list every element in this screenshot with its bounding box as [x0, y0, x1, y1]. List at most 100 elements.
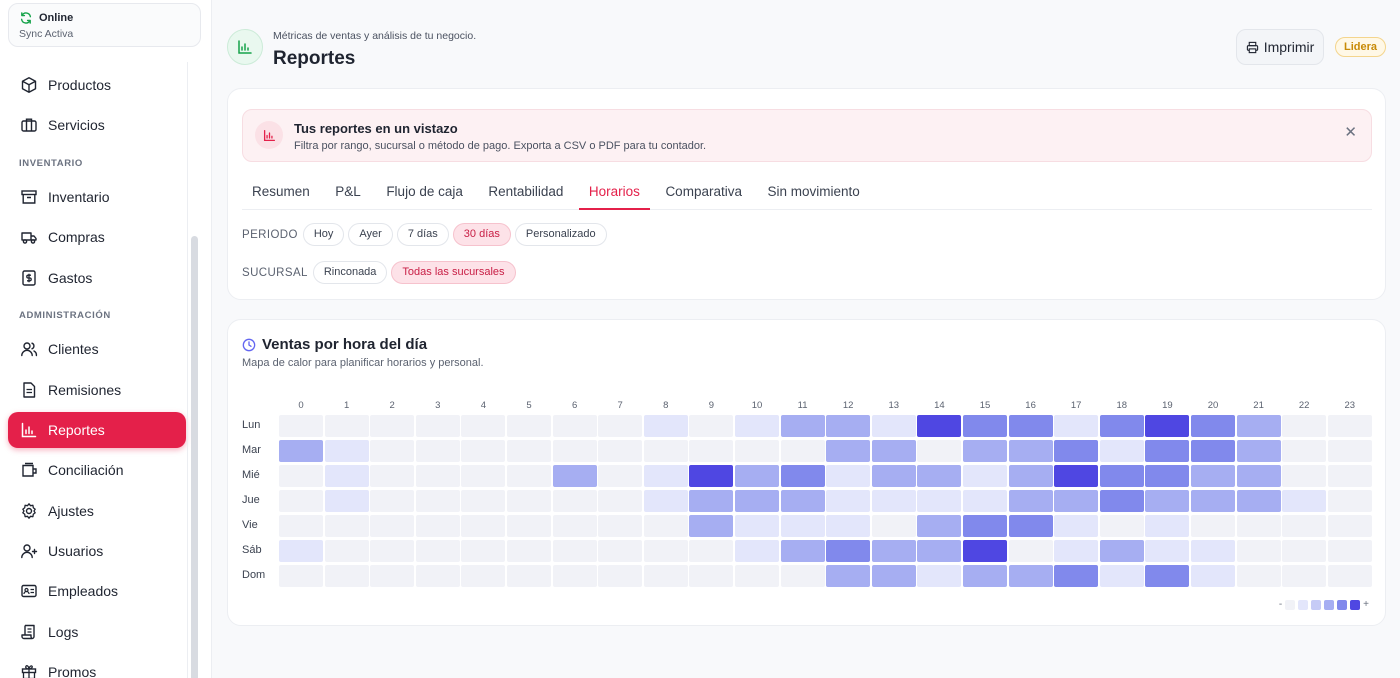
heatmap-cell[interactable]	[324, 415, 369, 437]
period-chip[interactable]: 7 días	[396, 223, 449, 246]
heatmap-cell[interactable]	[1327, 540, 1372, 562]
sidebar-item-logs[interactable]: Logs	[8, 614, 186, 650]
heatmap-cell[interactable]	[598, 465, 643, 487]
heatmap-cell[interactable]	[1282, 490, 1327, 512]
heatmap-cell[interactable]	[917, 490, 962, 512]
heatmap-cell[interactable]	[324, 540, 369, 562]
heatmap-cell[interactable]	[1327, 565, 1372, 587]
heatmap-cell[interactable]	[1191, 540, 1235, 562]
heatmap-cell[interactable]	[1236, 565, 1281, 587]
heatmap-cell[interactable]	[370, 565, 415, 587]
heatmap-cell[interactable]	[780, 465, 825, 487]
heatmap-cell[interactable]	[507, 540, 551, 562]
heatmap-cell[interactable]	[415, 440, 460, 462]
heatmap-cell[interactable]	[826, 565, 871, 587]
heatmap-cell[interactable]	[963, 440, 1007, 462]
heatmap-cell[interactable]	[1282, 565, 1327, 587]
heatmap-cell[interactable]	[735, 565, 779, 587]
sidebar-item-promos[interactable]: Promos	[8, 654, 186, 678]
heatmap-cell[interactable]	[324, 440, 369, 462]
heatmap-cell[interactable]	[1327, 465, 1372, 487]
heatmap-cell[interactable]	[507, 565, 551, 587]
sidebar-item-remisiones[interactable]: Remisiones	[8, 372, 186, 408]
heatmap-cell[interactable]	[1099, 415, 1144, 437]
tab-p-l[interactable]: P&L	[335, 184, 361, 199]
heatmap-cell[interactable]	[689, 490, 734, 512]
tab-comparativa[interactable]: Comparativa	[665, 184, 742, 199]
heatmap-cell[interactable]	[279, 515, 323, 537]
heatmap-cell[interactable]	[689, 565, 734, 587]
heatmap-cell[interactable]	[826, 490, 871, 512]
heatmap-cell[interactable]	[1191, 490, 1235, 512]
tab-rentabilidad[interactable]: Rentabilidad	[488, 184, 564, 199]
heatmap-cell[interactable]	[871, 565, 916, 587]
heatmap-cell[interactable]	[461, 540, 506, 562]
heatmap-cell[interactable]	[1327, 440, 1372, 462]
sync-status-card[interactable]: Online Sync Activa	[8, 3, 201, 47]
heatmap-cell[interactable]	[1099, 515, 1144, 537]
heatmap-cell[interactable]	[461, 490, 506, 512]
heatmap-cell[interactable]	[279, 540, 323, 562]
heatmap-cell[interactable]	[1145, 515, 1190, 537]
sidebar-item-productos[interactable]: Productos	[8, 67, 186, 103]
heatmap-cell[interactable]	[1145, 565, 1190, 587]
heatmap-cell[interactable]	[780, 440, 825, 462]
heatmap-cell[interactable]	[871, 415, 916, 437]
heatmap-cell[interactable]	[1099, 490, 1144, 512]
heatmap-cell[interactable]	[826, 515, 871, 537]
sidebar-item-clientes[interactable]: Clientes	[8, 331, 186, 367]
period-chip[interactable]: Ayer	[348, 223, 393, 246]
branch-chip[interactable]: Rinconada	[312, 261, 388, 284]
tab-flujo-de-caja[interactable]: Flujo de caja	[386, 184, 463, 199]
heatmap-cell[interactable]	[415, 540, 460, 562]
heatmap-cell[interactable]	[917, 515, 962, 537]
sidebar-item-conciliacion[interactable]: Conciliación	[8, 452, 186, 488]
heatmap-cell[interactable]	[415, 565, 460, 587]
sidebar-item-empleados[interactable]: Empleados	[8, 573, 186, 609]
heatmap-cell[interactable]	[780, 515, 825, 537]
heatmap-cell[interactable]	[1191, 465, 1235, 487]
heatmap-cell[interactable]	[871, 465, 916, 487]
heatmap-cell[interactable]	[415, 490, 460, 512]
heatmap-cell[interactable]	[780, 540, 825, 562]
close-icon[interactable]: ✕	[1344, 124, 1357, 141]
sidebar-item-compras[interactable]: Compras	[8, 219, 186, 255]
heatmap-cell[interactable]	[643, 515, 688, 537]
heatmap-cell[interactable]	[917, 540, 962, 562]
heatmap-cell[interactable]	[552, 440, 597, 462]
sidebar-item-reportes[interactable]: Reportes	[8, 412, 186, 449]
heatmap-cell[interactable]	[643, 465, 688, 487]
heatmap-cell[interactable]	[279, 415, 323, 437]
heatmap-cell[interactable]	[1191, 415, 1235, 437]
heatmap-cell[interactable]	[1008, 515, 1053, 537]
heatmap-cell[interactable]	[780, 415, 825, 437]
heatmap-cell[interactable]	[1054, 490, 1099, 512]
heatmap-cell[interactable]	[871, 515, 916, 537]
sidebar-item-servicios[interactable]: Servicios	[8, 107, 186, 143]
heatmap-cell[interactable]	[598, 540, 643, 562]
heatmap-cell[interactable]	[917, 440, 962, 462]
heatmap-cell[interactable]	[643, 440, 688, 462]
tab-sin-movimiento[interactable]: Sin movimiento	[767, 184, 860, 199]
heatmap-cell[interactable]	[826, 440, 871, 462]
heatmap-cell[interactable]	[1145, 490, 1190, 512]
heatmap-cell[interactable]	[1236, 515, 1281, 537]
heatmap-cell[interactable]	[461, 515, 506, 537]
heatmap-cell[interactable]	[643, 490, 688, 512]
heatmap-cell[interactable]	[1282, 540, 1327, 562]
sidebar-item-usuarios[interactable]: Usuarios	[8, 533, 186, 569]
heatmap-cell[interactable]	[598, 490, 643, 512]
heatmap-cell[interactable]	[370, 540, 415, 562]
heatmap-cell[interactable]	[1236, 440, 1281, 462]
heatmap-cell[interactable]	[1099, 540, 1144, 562]
heatmap-cell[interactable]	[324, 465, 369, 487]
heatmap-cell[interactable]	[507, 440, 551, 462]
heatmap-cell[interactable]	[689, 540, 734, 562]
heatmap-cell[interactable]	[1054, 565, 1099, 587]
heatmap-cell[interactable]	[871, 440, 916, 462]
heatmap-cell[interactable]	[963, 515, 1007, 537]
heatmap-cell[interactable]	[324, 565, 369, 587]
heatmap-cell[interactable]	[324, 490, 369, 512]
branch-chip[interactable]: Todas las sucursales	[391, 261, 516, 284]
heatmap-cell[interactable]	[963, 415, 1007, 437]
